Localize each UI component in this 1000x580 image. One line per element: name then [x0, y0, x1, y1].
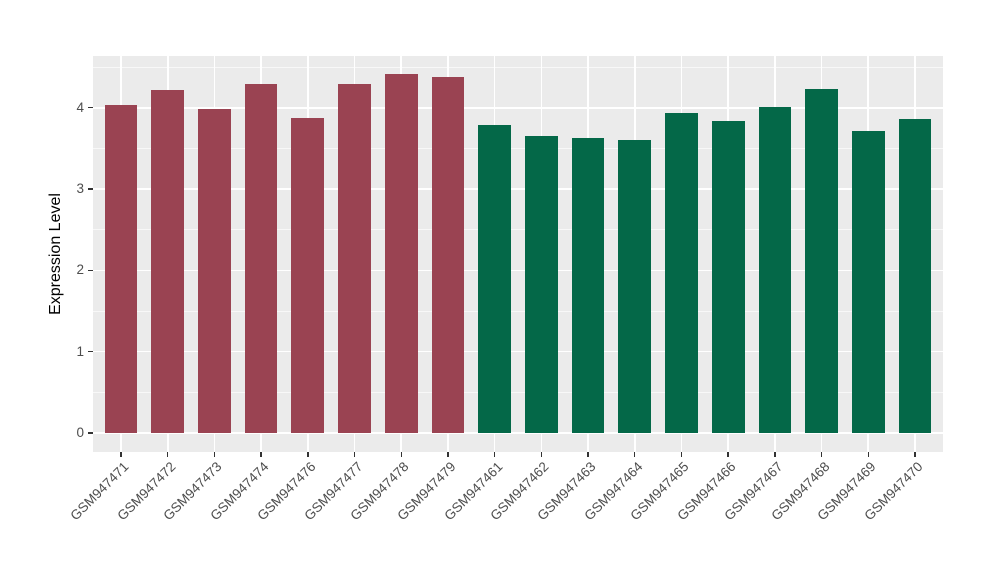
y-tick	[88, 432, 93, 434]
y-tick	[88, 269, 93, 272]
x-tick	[167, 452, 169, 457]
gridline-major	[93, 107, 943, 109]
gridline-minor	[93, 310, 943, 312]
x-tick-label: GSM947465	[627, 459, 693, 524]
x-tick-label: GSM947463	[534, 459, 599, 524]
bar	[851, 130, 885, 433]
x-tick-label: GSM947470	[861, 459, 926, 524]
x-tick	[260, 452, 262, 457]
x-tick-label: GSM947464	[581, 459, 646, 524]
x-tick	[400, 452, 402, 457]
y-tick-label: 0	[76, 425, 84, 440]
x-tick-label: GSM947477	[300, 459, 366, 524]
x-tick	[820, 452, 823, 457]
bar	[711, 120, 745, 433]
x-tick	[727, 452, 729, 457]
x-tick-label: GSM947471	[67, 459, 132, 524]
gridline-major	[93, 269, 943, 272]
gridline-major	[93, 188, 943, 190]
bar	[571, 137, 605, 433]
x-tick	[914, 452, 916, 457]
x-tick	[587, 452, 589, 457]
x-tick	[540, 452, 543, 457]
y-tick-label: 4	[76, 99, 84, 115]
x-tick	[120, 452, 122, 457]
x-tick	[867, 452, 869, 457]
gridline-major	[93, 432, 943, 434]
y-tick	[88, 188, 93, 190]
y-tick-label: 1	[76, 343, 84, 359]
x-tick-label: GSM947462	[487, 459, 552, 524]
gridline-minor	[93, 391, 943, 393]
bar	[198, 108, 231, 433]
gridline-minor	[93, 229, 943, 231]
bar	[805, 89, 838, 433]
bar	[384, 74, 418, 433]
gridline-minor	[93, 66, 943, 68]
bar	[151, 89, 185, 433]
bar	[431, 76, 465, 433]
bar	[291, 117, 325, 433]
x-tick	[774, 452, 776, 457]
y-axis-title: Expression Level	[47, 193, 64, 315]
x-tick-label: GSM947461	[441, 459, 506, 524]
x-tick-label: GSM947467	[721, 459, 786, 524]
bar	[898, 119, 932, 433]
x-tick-label: GSM947469	[814, 459, 879, 524]
x-tick-label: GSM947476	[254, 459, 319, 524]
y-tick-label: 2	[76, 262, 84, 278]
gridline-minor	[93, 147, 943, 149]
plot-panel	[93, 56, 943, 452]
x-tick	[634, 452, 636, 457]
bar	[244, 84, 278, 433]
y-tick	[88, 107, 93, 109]
x-tick	[447, 452, 449, 457]
bar	[525, 136, 558, 433]
x-tick-label: GSM947474	[207, 459, 272, 524]
bar	[758, 106, 792, 433]
bar	[338, 84, 371, 433]
x-tick	[680, 452, 683, 457]
x-tick	[493, 452, 496, 457]
x-tick-label: GSM947473	[160, 459, 226, 524]
bar	[618, 139, 652, 433]
x-tick-label: GSM947468	[767, 459, 833, 524]
y-tick	[88, 351, 93, 353]
bar	[478, 124, 511, 433]
bar	[104, 104, 138, 433]
gridline-major	[93, 350, 943, 353]
x-tick-label: GSM947466	[674, 459, 739, 524]
y-tick-label: 3	[76, 181, 84, 197]
x-tick-label: GSM947479	[394, 459, 459, 524]
x-tick	[213, 452, 216, 457]
x-tick	[353, 452, 356, 457]
x-tick-label: GSM947478	[347, 459, 412, 524]
x-tick-label: GSM947472	[114, 459, 179, 524]
bar	[665, 113, 698, 433]
x-tick	[307, 452, 309, 457]
